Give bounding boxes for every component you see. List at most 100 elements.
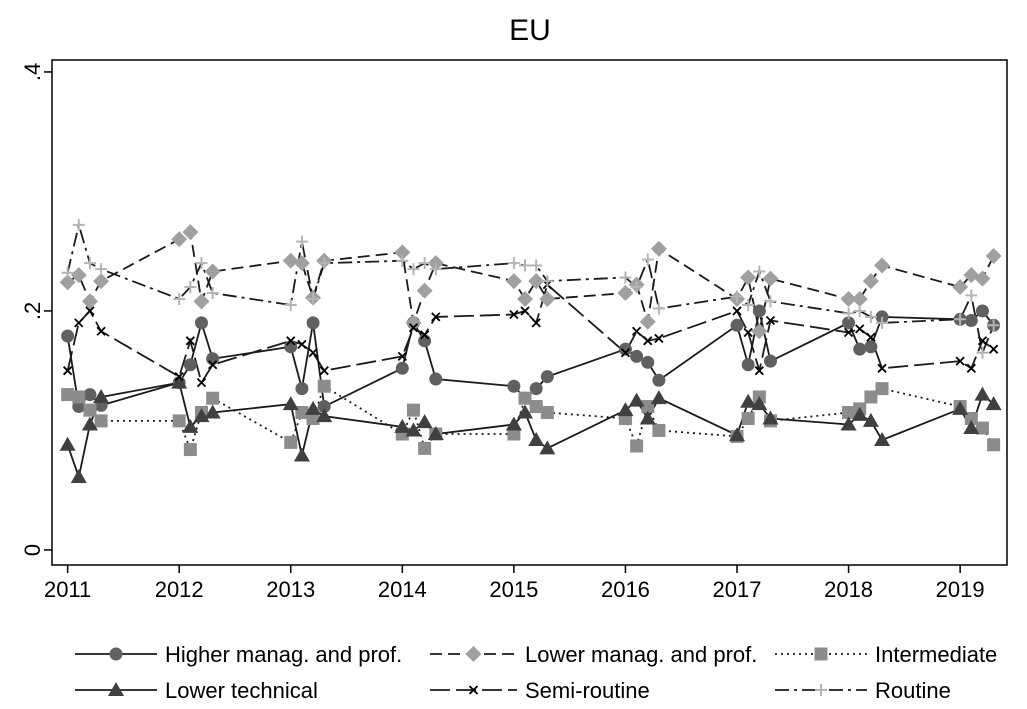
legend-label: Semi-routine xyxy=(525,678,650,703)
marker xyxy=(83,388,97,402)
legend-item: Semi-routine xyxy=(430,678,650,703)
legend-label: Lower technical xyxy=(165,678,318,703)
marker xyxy=(282,252,299,269)
x-tick-label: 2015 xyxy=(489,577,538,602)
marker xyxy=(507,427,521,441)
legend-marker xyxy=(468,685,479,695)
marker xyxy=(987,438,1001,452)
marker xyxy=(742,298,755,311)
marker xyxy=(204,263,221,280)
legend-label: Lower manag. and prof. xyxy=(525,642,757,667)
marker xyxy=(194,316,208,330)
marker xyxy=(952,400,969,415)
marker xyxy=(407,263,420,276)
marker xyxy=(864,390,878,404)
marker xyxy=(172,414,186,428)
marker xyxy=(630,439,644,453)
marker xyxy=(171,231,188,248)
marker xyxy=(975,304,989,318)
marker xyxy=(843,327,854,338)
legend-label: Higher manag. and prof. xyxy=(165,642,402,667)
legend-marker xyxy=(108,682,124,696)
marker xyxy=(529,400,543,414)
x-tick-label: 2012 xyxy=(155,577,204,602)
marker xyxy=(763,354,777,368)
marker xyxy=(85,306,95,316)
marker xyxy=(173,292,186,305)
marker xyxy=(307,292,320,305)
marker xyxy=(70,267,87,284)
marker xyxy=(306,411,320,425)
marker xyxy=(306,316,320,330)
marker xyxy=(876,316,889,329)
marker xyxy=(528,432,545,447)
marker xyxy=(297,339,307,350)
marker xyxy=(954,313,967,326)
y-tick-label: 0 xyxy=(20,544,45,556)
legend-marker xyxy=(815,684,827,696)
marker xyxy=(59,274,76,291)
marker xyxy=(529,382,543,396)
marker xyxy=(732,306,742,316)
marker xyxy=(431,312,441,322)
marker xyxy=(731,290,744,303)
marker xyxy=(317,379,331,393)
marker xyxy=(396,254,409,267)
marker xyxy=(518,391,532,405)
marker xyxy=(81,293,98,310)
marker xyxy=(282,396,299,411)
marker xyxy=(740,393,757,408)
marker xyxy=(963,420,980,435)
marker xyxy=(59,436,76,451)
marker xyxy=(505,273,522,290)
marker xyxy=(628,392,645,407)
marker xyxy=(308,348,318,358)
marker xyxy=(62,366,73,376)
marker xyxy=(862,412,879,427)
marker xyxy=(419,330,430,340)
marker xyxy=(318,257,331,270)
legend-item: Higher manag. and prof. xyxy=(75,642,402,667)
marker xyxy=(864,340,878,354)
marker xyxy=(539,440,556,455)
marker xyxy=(284,298,297,311)
marker xyxy=(964,314,978,328)
marker xyxy=(507,379,521,393)
marker xyxy=(842,307,855,320)
marker xyxy=(539,290,556,307)
marker xyxy=(730,318,744,332)
marker xyxy=(81,416,98,431)
marker xyxy=(517,404,534,419)
marker xyxy=(966,363,976,373)
marker xyxy=(316,408,333,423)
marker xyxy=(762,410,779,425)
marker xyxy=(61,388,75,402)
marker xyxy=(641,400,655,414)
marker xyxy=(752,304,766,318)
marker xyxy=(395,361,409,375)
marker xyxy=(206,391,220,405)
x-tick-label: 2019 xyxy=(936,577,985,602)
y-tick-label: .4 xyxy=(20,63,45,81)
marker xyxy=(842,406,856,420)
marker xyxy=(319,366,329,376)
marker xyxy=(639,313,656,330)
legend-item: Lower technical xyxy=(75,678,318,703)
marker xyxy=(619,271,632,284)
marker xyxy=(875,382,889,396)
marker xyxy=(206,352,220,366)
marker xyxy=(617,402,634,417)
marker xyxy=(519,259,532,272)
marker xyxy=(618,342,632,356)
plot-frame xyxy=(51,59,1008,566)
marker xyxy=(70,469,87,484)
marker xyxy=(418,257,431,270)
marker xyxy=(952,279,969,296)
marker xyxy=(976,346,989,359)
marker xyxy=(741,411,755,425)
chart-title: EU xyxy=(509,14,551,47)
marker xyxy=(293,255,310,272)
marker xyxy=(620,348,631,358)
marker xyxy=(765,315,776,326)
marker xyxy=(743,327,753,338)
